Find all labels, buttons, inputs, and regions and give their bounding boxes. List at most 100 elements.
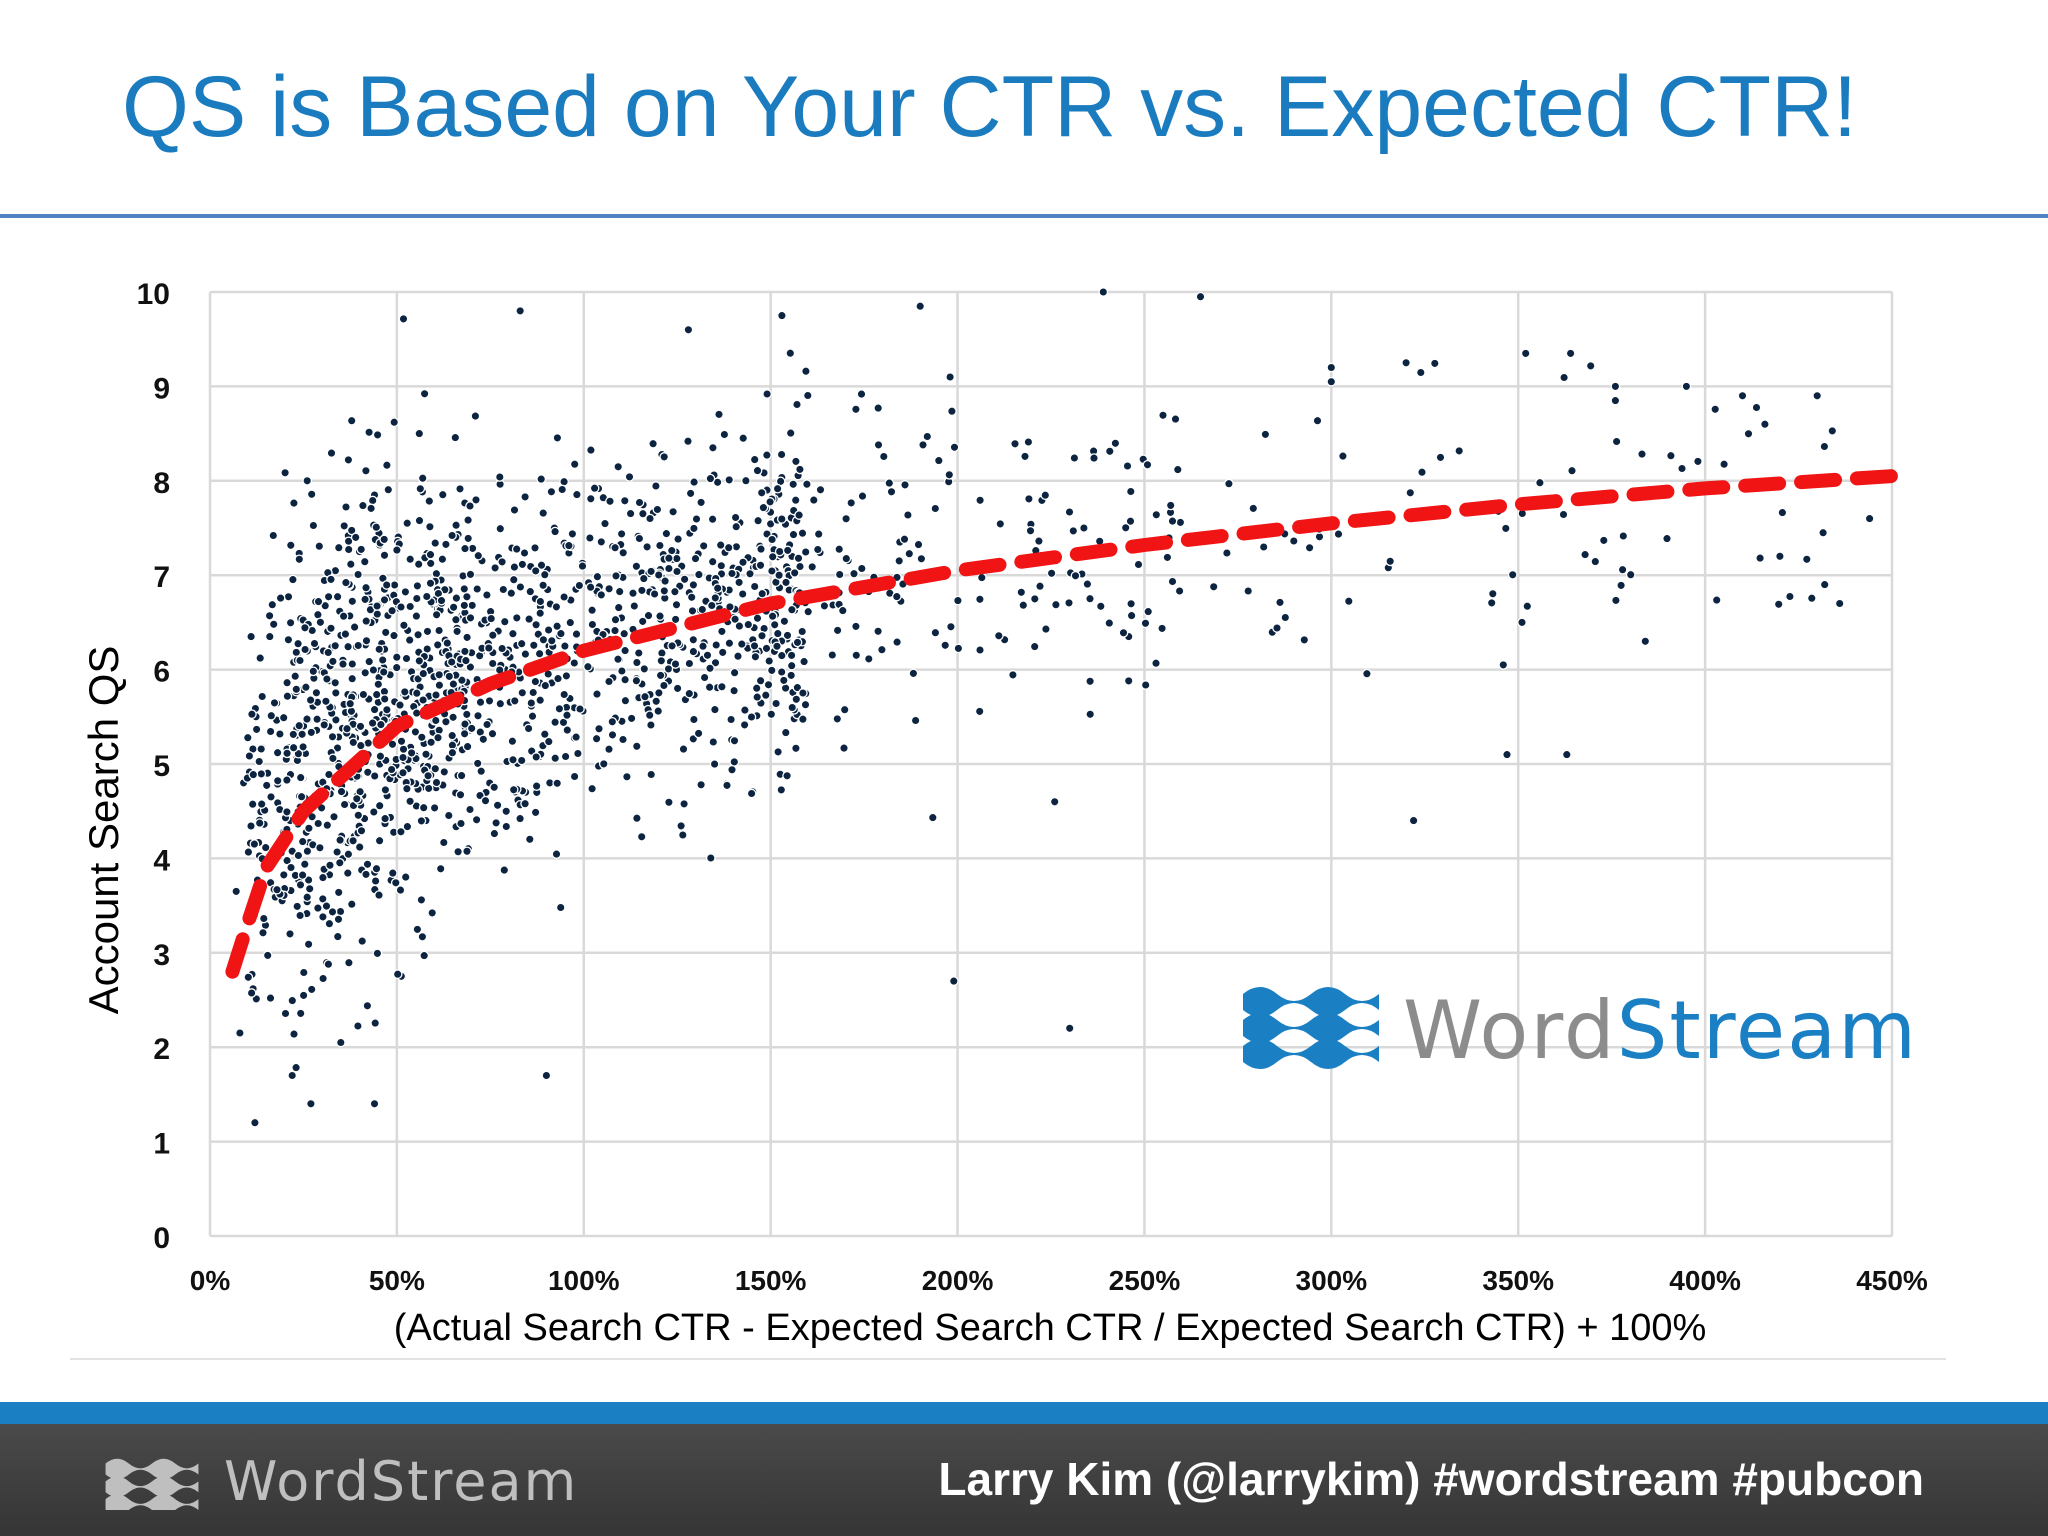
y-tick-label: 2 <box>153 1033 170 1066</box>
data-point <box>776 785 787 795</box>
data-point <box>1158 410 1168 421</box>
data-point <box>358 500 368 511</box>
data-point <box>535 596 546 607</box>
data-point <box>432 640 443 650</box>
data-point <box>379 694 390 704</box>
data-point <box>507 736 518 747</box>
data-point <box>1125 516 1136 527</box>
data-point <box>688 646 699 657</box>
data-point <box>325 860 335 871</box>
data-point <box>832 714 843 724</box>
data-point <box>255 653 266 663</box>
data-point <box>297 870 308 880</box>
data-point <box>628 588 638 599</box>
data-point <box>1326 362 1337 373</box>
data-point <box>741 475 751 486</box>
data-point <box>749 581 760 592</box>
data-points-layer <box>231 287 1875 1128</box>
data-point <box>729 685 739 696</box>
data-point <box>815 484 826 495</box>
data-point <box>450 432 461 443</box>
data-point <box>517 687 528 698</box>
data-point <box>486 613 497 624</box>
data-point <box>282 677 292 688</box>
data-point <box>309 638 320 649</box>
data-point <box>1385 556 1396 567</box>
data-point <box>405 601 416 612</box>
data-point <box>672 683 683 694</box>
data-point <box>472 584 483 594</box>
data-point <box>634 497 645 508</box>
data-point <box>297 729 307 740</box>
data-point <box>767 611 778 622</box>
data-point <box>399 620 409 631</box>
data-point <box>710 593 721 603</box>
data-point <box>1064 598 1074 608</box>
data-point <box>360 667 371 678</box>
trendline-layer <box>225 469 1899 979</box>
data-point <box>264 631 275 642</box>
data-point <box>246 988 257 998</box>
data-point <box>371 863 382 874</box>
data-point <box>678 744 689 754</box>
data-point <box>368 807 379 817</box>
data-point <box>498 584 509 595</box>
data-point <box>461 709 472 720</box>
x-tick-label: 50% <box>369 1265 425 1296</box>
data-point <box>1299 635 1310 645</box>
data-point <box>282 748 292 759</box>
data-point <box>585 533 595 543</box>
data-point <box>995 519 1006 529</box>
data-point <box>380 627 391 638</box>
data-point <box>646 769 657 780</box>
data-point <box>673 534 683 544</box>
data-point <box>746 712 757 722</box>
data-point <box>322 820 333 831</box>
data-point <box>471 814 482 825</box>
data-point <box>1208 581 1219 592</box>
data-point <box>290 671 301 682</box>
data-point <box>927 812 938 823</box>
data-point <box>638 508 648 519</box>
data-point <box>375 751 386 762</box>
data-point <box>520 492 530 502</box>
data-point <box>289 498 299 508</box>
data-point <box>470 411 481 421</box>
data-point <box>1343 596 1354 607</box>
data-point <box>282 691 293 702</box>
data-point <box>275 729 285 739</box>
data-point <box>376 719 386 730</box>
data-point <box>1818 527 1828 538</box>
data-point <box>416 732 427 743</box>
data-point <box>453 846 463 857</box>
data-point <box>353 1021 363 1031</box>
data-point <box>677 830 688 840</box>
data-point <box>411 688 422 699</box>
data-point <box>771 698 781 709</box>
data-point <box>755 675 766 686</box>
data-point <box>808 495 819 505</box>
data-point <box>323 591 334 602</box>
data-point <box>729 757 740 767</box>
data-point <box>291 684 302 695</box>
data-point <box>1085 676 1095 687</box>
data-point <box>691 514 702 524</box>
data-point <box>685 488 696 499</box>
data-point <box>530 543 540 553</box>
data-point <box>249 839 260 849</box>
data-point <box>437 554 448 565</box>
data-point <box>378 667 389 677</box>
data-point <box>536 560 547 571</box>
data-point <box>402 783 412 794</box>
data-point <box>649 589 660 599</box>
data-point <box>531 781 542 791</box>
data-point <box>793 553 804 564</box>
data-point <box>523 723 534 734</box>
data-point <box>355 721 366 732</box>
data-point <box>251 724 262 735</box>
data-point <box>287 995 298 1006</box>
data-point <box>413 629 423 640</box>
data-point <box>755 560 766 571</box>
data-point <box>1610 381 1621 392</box>
data-point <box>655 611 665 621</box>
